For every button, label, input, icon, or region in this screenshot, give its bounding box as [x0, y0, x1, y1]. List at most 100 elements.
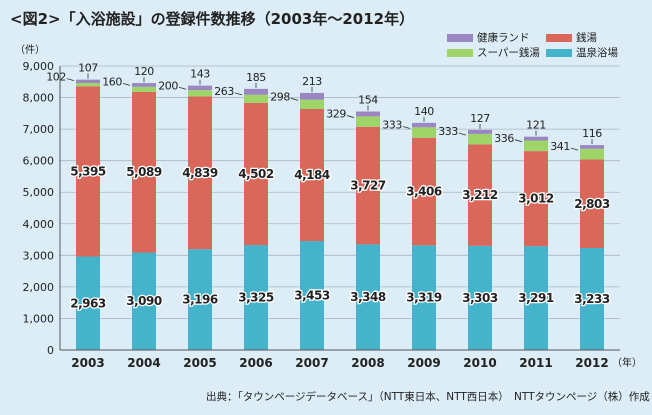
data-label: 3,012: [518, 192, 554, 206]
bar-segment: [524, 140, 548, 152]
data-label: 3,348: [350, 290, 386, 304]
bar-segment: [76, 86, 100, 257]
data-label: 116: [582, 127, 602, 140]
bar-segment: [188, 85, 212, 91]
data-label: 3,325: [238, 291, 274, 305]
y-tick-label: 7,000: [23, 123, 55, 136]
data-label: 213: [302, 75, 322, 88]
y-tick-label: 1,000: [23, 312, 55, 325]
bar-segment: [244, 88, 268, 95]
data-label-leader: [122, 82, 131, 86]
data-label: 4,502: [238, 167, 274, 181]
data-label-leader: [346, 115, 355, 118]
data-label: 200: [158, 79, 178, 92]
source-note: 出典：「タウンページデータベース」（NTT東日本、NTT西日本） NTTタウンペ…: [206, 391, 650, 403]
label-layer: 2,963 5,395 102 107 3,090 5,089 160 120 3,196 4,8…: [46, 62, 611, 312]
bar-segment: [244, 245, 268, 350]
data-label: 3,090: [126, 294, 162, 308]
y-tick-label: 3,000: [23, 249, 55, 262]
bar-segment: [244, 103, 268, 246]
bar-segment: [412, 137, 436, 246]
chart-title: <図2>「入浴施設」の登録件数推移（2003年〜2012年）: [10, 10, 415, 28]
bar-segment: [188, 90, 212, 97]
bar-segment: [524, 246, 548, 350]
x-tick-label: 2007: [295, 356, 328, 370]
x-tick-label: 2006: [239, 356, 272, 370]
x-tick-label: 2010: [463, 356, 496, 370]
bar-segment: [580, 159, 604, 248]
x-tick-label: 2008: [351, 356, 384, 370]
data-label: 3,303: [462, 291, 498, 305]
bar-segment: [468, 245, 492, 350]
bar-segment: [356, 111, 380, 117]
data-label: 5,395: [70, 164, 106, 178]
data-label-leader: [402, 126, 411, 129]
data-label: 160: [102, 75, 122, 88]
bar-layer: [76, 79, 604, 350]
bar-segment: [580, 148, 604, 160]
data-label: 127: [470, 112, 490, 125]
x-unit-label: （年）: [612, 356, 642, 369]
data-label: 3,196: [182, 293, 218, 307]
bar-segment: [300, 92, 324, 100]
bar-segment: [132, 91, 156, 253]
data-label: 102: [46, 71, 66, 84]
bar-segment: [300, 109, 324, 242]
data-label: 336: [494, 132, 514, 145]
legend-swatch-kenko-land: [447, 33, 473, 42]
legend-label-sento: 銭湯: [576, 32, 597, 44]
legend-label-onsen: 温泉浴場: [576, 47, 618, 59]
data-label: 3,453: [294, 289, 330, 303]
y-tick-label: 8,000: [23, 92, 55, 105]
legend-swatch-super-sento: [447, 48, 473, 57]
legend-swatch-onsen: [546, 48, 572, 57]
data-label: 333: [382, 119, 402, 132]
bar-segment: [300, 99, 324, 110]
bar-segment: [76, 83, 100, 87]
bar-segment: [356, 244, 380, 350]
bar-segment: [300, 241, 324, 350]
bar-segment: [468, 144, 492, 246]
data-label: 3,727: [350, 179, 386, 193]
legend-item-onsen: 温泉浴場: [546, 45, 618, 60]
bar-segment: [132, 83, 156, 87]
y-tick-label: 5,000: [23, 186, 55, 199]
data-label: 5,089: [126, 165, 162, 179]
data-label: 3,233: [574, 292, 610, 306]
data-label-leader: [458, 132, 467, 136]
data-label: 143: [190, 68, 210, 81]
x-tick-label: 2012: [575, 356, 608, 370]
y-tick-label: 0: [47, 344, 54, 357]
y-unit-label: （件）: [15, 44, 45, 56]
legend-item-sento: 銭湯: [546, 30, 597, 45]
bar-segment: [468, 133, 492, 145]
data-label-leader: [514, 139, 523, 143]
data-label: 263: [214, 85, 234, 98]
y-tick-label: 2,000: [23, 281, 55, 294]
data-label: 121: [526, 119, 546, 132]
bar-segment: [412, 245, 436, 350]
bar-segment: [76, 256, 100, 350]
data-label: 4,184: [294, 168, 330, 182]
data-label: 298: [270, 90, 290, 103]
data-label-leader: [570, 147, 579, 151]
x-tick-label: 2005: [183, 356, 216, 370]
data-label: 107: [78, 62, 98, 75]
data-label: 154: [358, 94, 378, 107]
data-label: 140: [414, 105, 434, 118]
bar-segment: [76, 79, 100, 84]
bar-segment: [132, 86, 156, 92]
bar-segment: [580, 145, 604, 149]
y-tick-label: 9,000: [23, 60, 55, 73]
x-tick-label: 2011: [519, 356, 552, 370]
bar-segment: [412, 127, 436, 138]
bar-segment: [244, 94, 268, 104]
data-label: 3,406: [406, 185, 442, 199]
bar-segment: [524, 151, 548, 247]
legend-label-super-sento: スーパー銭湯: [477, 47, 540, 59]
bar-segment: [412, 122, 436, 128]
data-label: 3,212: [462, 188, 498, 202]
data-label-leader: [66, 78, 75, 82]
bar-segment: [132, 252, 156, 350]
